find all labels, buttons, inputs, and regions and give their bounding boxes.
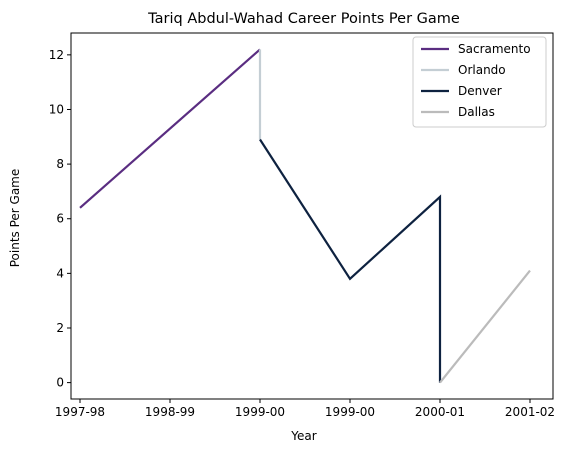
legend-box	[412, 36, 547, 128]
x-tick-label: 1998-99	[145, 405, 195, 419]
axes-layer: 0 2 4 6 8 10 12 1997-98 1998-99 1999-00 1999-00 200…	[49, 32, 555, 419]
y-tick-label: 10	[49, 102, 64, 116]
chart-title: Tariq Abdul-Wahad Career Points Per Game	[147, 11, 460, 27]
x-tick-label: 2000-01	[415, 405, 465, 419]
legend-label-orlando: Orlando	[458, 63, 506, 77]
y-tick-label: 8	[56, 157, 64, 171]
series-layer	[79, 48, 531, 384]
y-tick-label: 0	[56, 376, 64, 390]
series-line-dallas	[439, 269, 531, 384]
y-tick-label: 6	[56, 212, 64, 226]
x-tick-label: 1997-98	[55, 405, 105, 419]
x-tick-label: 2001-02	[505, 405, 555, 419]
x-tick-label: 1999-00	[325, 405, 375, 419]
legend-label-sacramento: Sacramento	[458, 42, 531, 56]
plot-frame	[70, 32, 554, 400]
x-tick-label: 1999-00	[235, 405, 285, 419]
legend-label-dallas: Dallas	[458, 105, 495, 119]
legend-label-denver: Denver	[458, 84, 502, 98]
y-tick-label: 12	[49, 48, 64, 62]
y-tick-label: 2	[56, 321, 64, 335]
series-line-sacramento	[79, 48, 261, 209]
y-tick-label: 4	[56, 266, 64, 280]
series-line-denver	[259, 138, 442, 383]
x-axis-title: Year	[290, 429, 316, 443]
legend: Sacramento Orlando Denver Dallas	[412, 36, 547, 128]
y-axis-title: Points Per Game	[8, 169, 22, 268]
